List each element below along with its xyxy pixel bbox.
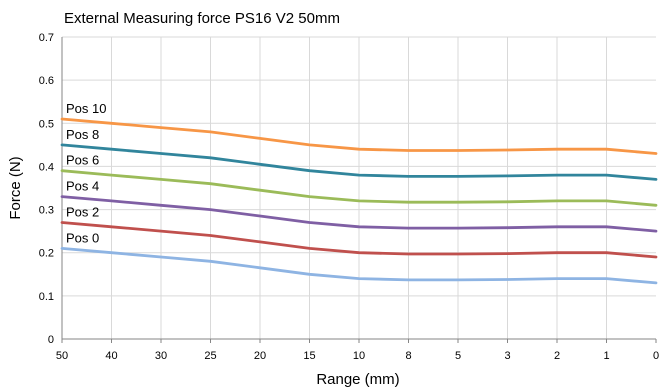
x-tick-label: 50: [56, 350, 68, 362]
axes: [61, 37, 657, 343]
x-tick-label: 20: [254, 350, 266, 362]
series-line: [60, 195, 658, 233]
x-tick-label: 3: [504, 350, 510, 362]
x-tick-label: 40: [105, 350, 117, 362]
x-tick-label: 2: [554, 350, 560, 362]
series-labels: Pos 0 Pos 2 Pos 4 Pos 6 Pos 8 Pos 10: [66, 101, 106, 245]
series-label: Pos 0: [66, 230, 99, 245]
chart-title: External Measuring force PS16 V2 50mm: [64, 10, 340, 27]
series-label: Pos 6: [66, 153, 99, 168]
y-tick-label: 0.2: [39, 248, 54, 260]
y-tick-label: 0.4: [39, 161, 54, 173]
x-tick-label: 8: [405, 350, 411, 362]
series-label: Pos 8: [66, 127, 99, 142]
x-tick-label: 1: [603, 350, 609, 362]
y-tick-label: 0.7: [39, 32, 54, 44]
x-axis-label: Range (mm): [316, 371, 399, 388]
y-tick-label: 0.3: [39, 205, 54, 217]
y-tick-label: 0.6: [39, 75, 54, 87]
series-line: [60, 117, 658, 155]
series-line: [60, 246, 658, 285]
x-tick-label: 30: [155, 350, 167, 362]
x-tick-label: 10: [353, 350, 365, 362]
y-tick-label: 0.5: [39, 118, 54, 130]
series-label: Pos 4: [66, 179, 99, 194]
series-lines: [60, 117, 658, 285]
series-line: [60, 221, 658, 259]
series-line: [60, 169, 658, 207]
x-tick-label: 5: [455, 350, 461, 362]
x-tick-labels: 50 40 30 25 20 15 10 8 5 3 2 1 0: [56, 350, 659, 362]
x-tick-label: 15: [303, 350, 315, 362]
y-tick-labels: 0 0.1 0.2 0.3 0.4 0.5 0.6 0.7: [39, 32, 54, 346]
y-axis-label: Force (N): [7, 156, 24, 219]
y-tick-label: 0.1: [39, 291, 54, 303]
x-tick-label: 0: [653, 350, 659, 362]
series-line: [60, 143, 658, 181]
gridlines: [62, 36, 656, 339]
series-label: Pos 2: [66, 205, 99, 220]
x-tick-label: 25: [204, 350, 216, 362]
series-label: Pos 10: [66, 101, 106, 116]
y-tick-label: 0: [48, 334, 54, 346]
